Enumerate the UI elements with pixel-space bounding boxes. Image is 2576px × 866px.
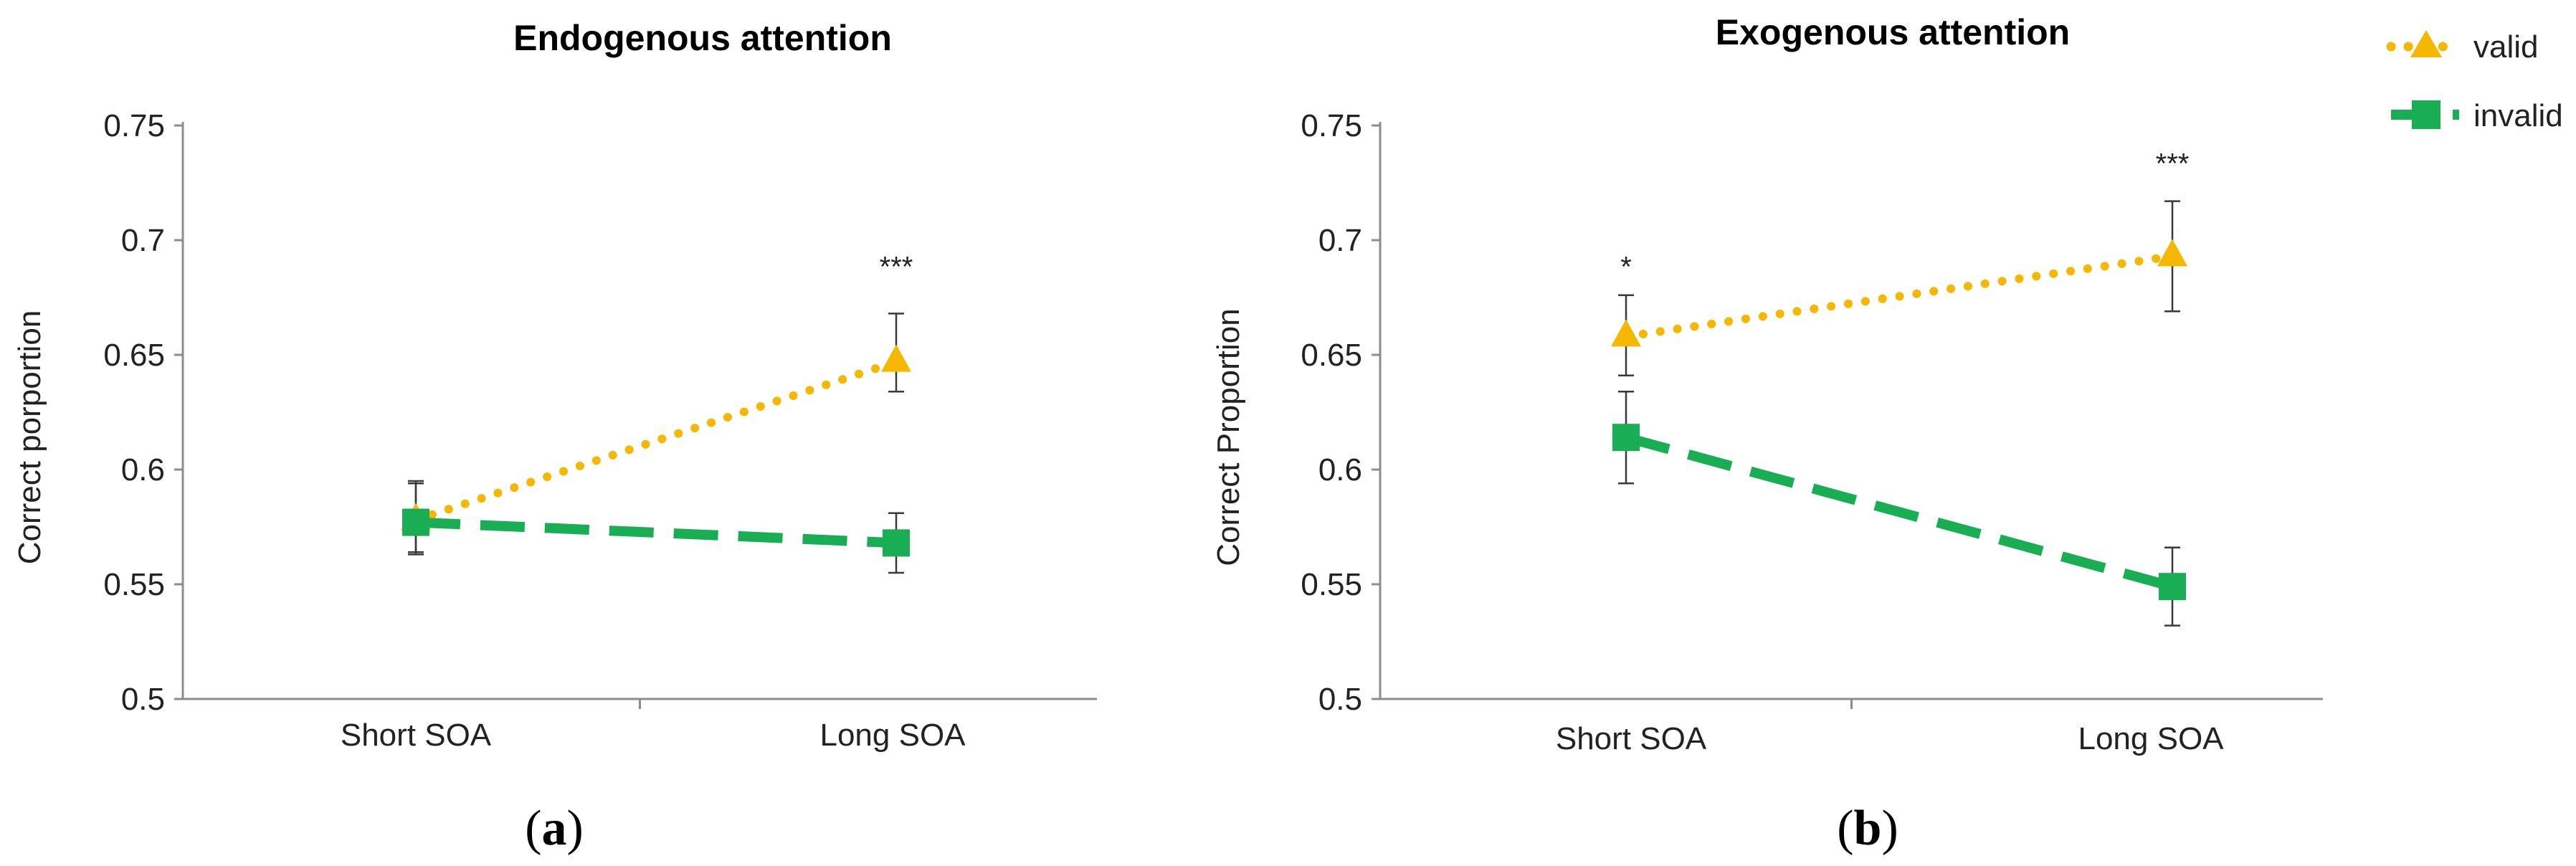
legend-valid-label: valid [2473,29,2539,65]
legend-item-invalid: invalid [2391,98,2563,133]
panel-b-series [1611,200,2187,627]
y-tick-label: 0.6 [121,452,165,487]
legend-item-valid: valid [2386,29,2539,65]
y-tick-label: 0.55 [103,567,165,602]
invalid-point-marker [402,508,429,536]
y-tick-label: 0.6 [1318,452,1362,487]
panel-b-y-axis-label: Correct Proportion [1211,308,1246,566]
y-tick-label: 0.5 [1318,682,1362,717]
y-tick-label: 0.65 [1301,338,1362,373]
y-tick-label: 0.75 [103,108,165,143]
invalid-point-marker [1612,424,1640,452]
valid-point-marker [881,344,911,372]
panel-b-label: (b) [1837,801,1898,856]
x-tick-label: Short SOA [341,718,492,753]
x-tick-label: Short SOA [1556,721,1707,756]
invalid-series-line [415,517,897,548]
y-tick-label: 0.75 [1301,108,1362,143]
x-tick-label: Long SOA [2078,721,2224,756]
panel-b-x-axis: Short SOA Long SOA [1556,721,2224,756]
x-tick-label: Long SOA [819,718,966,753]
y-tick-label: 0.65 [103,338,165,373]
square-marker-icon [2412,100,2440,129]
legend: valid invalid [2386,29,2563,133]
y-tick-label: 0.7 [121,223,165,258]
panel-b-chart: Exogenous attention Correct Proportion 0… [1211,12,2323,856]
valid-point-marker [2157,239,2187,267]
panel-a-y-axis: 0.5 0.55 0.6 0.65 0.7 0.75 [103,108,183,717]
y-tick-label: 0.5 [121,682,165,717]
panel-a-x-axis: Short SOA Long SOA [341,718,966,753]
panel-b-axes [1379,122,2323,709]
panel-a-annotations: *** [880,251,913,282]
panel-a-chart: Endogenous attention Correct porportion … [12,18,1097,856]
valid-point-marker [1611,319,1641,347]
panel-b-annotations: **** [1620,148,2189,282]
significance-label: * [1620,251,1632,282]
significance-label: *** [880,251,913,282]
y-tick-label: 0.7 [1318,223,1362,258]
invalid-series-line [1625,432,2174,591]
significance-label: *** [2156,148,2190,179]
panel-a-y-axis-label: Correct porportion [12,310,47,565]
invalid-point-marker [883,529,910,557]
panel-a-label: (a) [525,801,584,856]
y-tick-label: 0.55 [1301,567,1362,602]
panel-b-y-axis: 0.5 0.55 0.6 0.65 0.7 0.75 [1301,108,1380,717]
invalid-point-marker [2159,573,2186,601]
valid-series-line [1622,252,2177,341]
panel-b-title: Exogenous attention [1716,12,2070,52]
valid-series-line [412,357,900,525]
panel-a-series [401,313,911,574]
triangle-marker-icon [2410,30,2442,57]
legend-invalid-label: invalid [2473,98,2563,133]
panel-a-title: Endogenous attention [513,18,892,58]
panel-a-axes [181,122,1097,709]
